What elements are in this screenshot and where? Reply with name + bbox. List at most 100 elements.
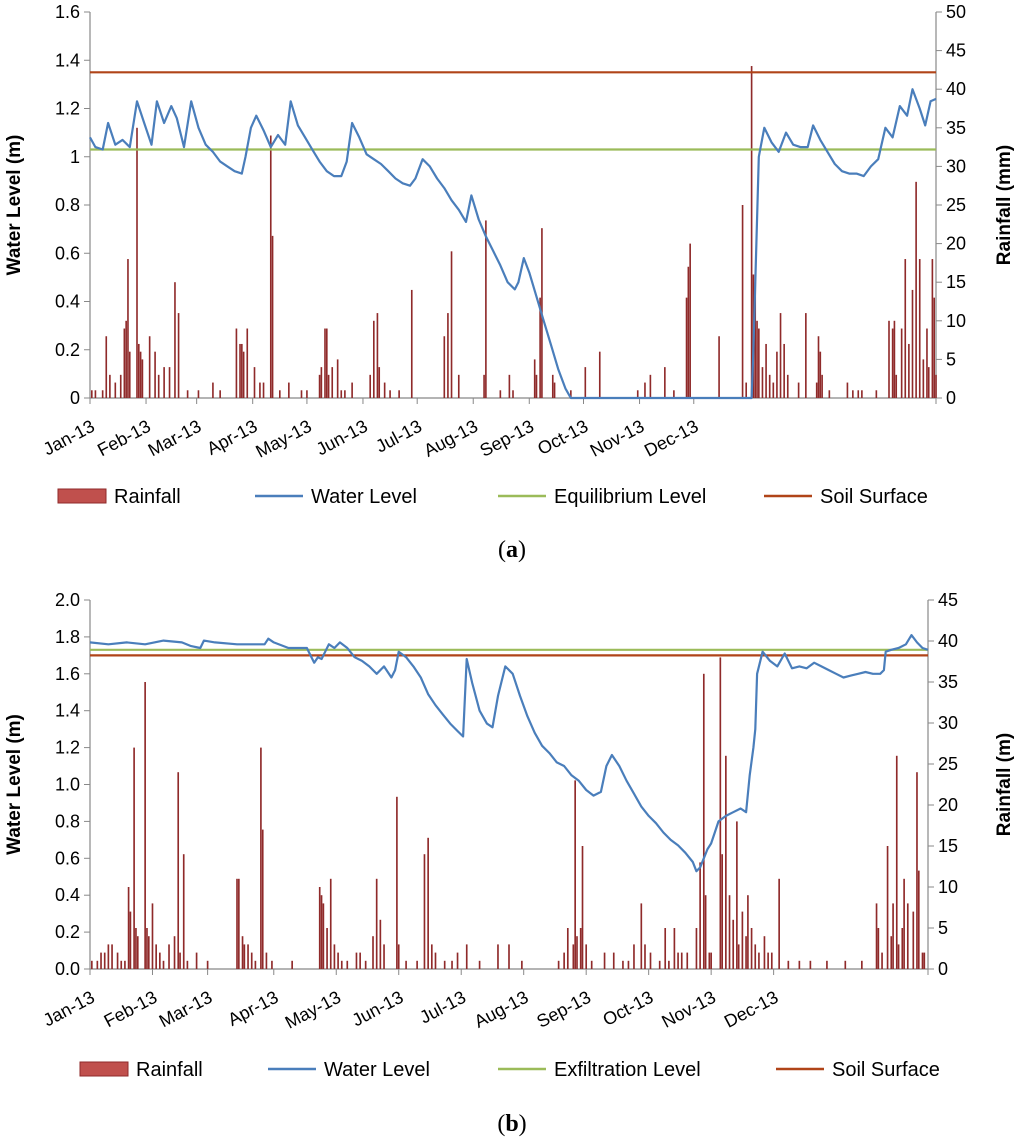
- rainfall-bar: [685, 297, 688, 398]
- rainfall-bar: [828, 390, 831, 398]
- rainfall-bar: [396, 796, 398, 969]
- x-tick-label: Apr-13: [225, 987, 282, 1030]
- x-tick-label: Feb-13: [101, 987, 161, 1031]
- rainfall-bar: [254, 960, 257, 969]
- rainfall-bar: [695, 928, 698, 969]
- right-tick-label: 10: [938, 877, 958, 897]
- rainfall-bar: [786, 374, 789, 398]
- rainfall-bar: [906, 903, 909, 969]
- rainfall-bar: [359, 952, 361, 969]
- rainfall-bar: [372, 936, 374, 969]
- right-tick-label: 35: [938, 672, 958, 692]
- rainfall-bar: [262, 382, 265, 398]
- rainfall-bar: [127, 259, 129, 398]
- rainfall-bar: [603, 952, 606, 969]
- rainfall-bar: [186, 960, 189, 969]
- rainfall-bar: [146, 928, 148, 969]
- rainfall-bar: [337, 952, 339, 969]
- x-tick-label: May-13: [252, 416, 314, 462]
- legend-label: Rainfall: [114, 486, 181, 508]
- rainfall-bar: [612, 952, 615, 969]
- x-tick-label: Sep-13: [533, 987, 594, 1032]
- right-tick-label: 0: [938, 959, 948, 979]
- legend-label: Exfiltration Level: [554, 1059, 701, 1081]
- rainfall-bar: [921, 952, 924, 969]
- rainfall-bar: [324, 328, 326, 398]
- rainfall-bar: [241, 343, 243, 398]
- left-tick-label: 1.0: [55, 775, 80, 795]
- rainfall-bar: [405, 960, 407, 969]
- right-tick-label: 45: [938, 590, 958, 610]
- x-tick-label: Sep-13: [477, 416, 538, 461]
- rainfall-bar: [168, 944, 170, 969]
- rainfall-bar: [219, 390, 221, 398]
- rainfall-bar: [344, 390, 346, 398]
- rainfall-bar: [269, 135, 272, 398]
- rainfall-bar: [427, 837, 429, 969]
- x-tick-label: Aug-13: [420, 416, 481, 461]
- rainfall-bar: [320, 367, 323, 398]
- rainfall-bar: [633, 944, 635, 969]
- right-tick-label: 30: [946, 156, 966, 176]
- rainfall-bar: [819, 351, 822, 398]
- rainfall-bar: [598, 351, 601, 398]
- rainfall-bar: [136, 127, 138, 399]
- rainfall-bar: [271, 960, 273, 969]
- left-tick-label: 1.4: [55, 50, 80, 70]
- x-tick-label: Oct-13: [599, 987, 656, 1030]
- rainfall-bar: [398, 390, 400, 398]
- rainfall-bar: [259, 382, 261, 398]
- rainfall-bar: [900, 328, 903, 398]
- panel-label: (b): [497, 1111, 526, 1137]
- rainfall-bar: [897, 944, 900, 969]
- rainfall-bar: [644, 944, 646, 969]
- rainfall-bar: [923, 952, 926, 969]
- rainfall-bar: [456, 952, 459, 969]
- rainfall-bar: [508, 944, 510, 969]
- rainfall-bar: [761, 367, 764, 398]
- rainfall-bar: [250, 952, 253, 969]
- rainfall-bar: [271, 235, 274, 398]
- rainfall-bar: [817, 336, 820, 398]
- rainfall-bar: [508, 374, 511, 398]
- right-tick-label: 20: [946, 234, 966, 254]
- left-tick-label: 1.2: [55, 738, 80, 758]
- rainfall-bar: [318, 374, 321, 398]
- right-tick-label: 40: [946, 79, 966, 99]
- rainfall-bar: [109, 374, 111, 398]
- rainfall-bar: [875, 390, 878, 398]
- left-tick-label: 0.4: [55, 292, 80, 312]
- rainfall-bar: [922, 359, 925, 398]
- rainfall-bar: [736, 821, 738, 969]
- rainfall-bar: [378, 367, 381, 398]
- rainfall-bar: [177, 313, 180, 398]
- rainfall-bar: [886, 846, 889, 969]
- rainfall-bar: [658, 960, 661, 969]
- rainfall-bar: [710, 952, 712, 969]
- rainfall-bar: [340, 390, 343, 398]
- left-tick-label: 1.4: [55, 701, 80, 721]
- right-tick-label: 45: [946, 41, 966, 61]
- right-tick-label: 35: [946, 118, 966, 138]
- rainfall-bar: [852, 390, 854, 398]
- rainfall-bar: [163, 367, 165, 398]
- left-tick-label: 1.2: [55, 99, 80, 119]
- legend-label: Soil Surface: [820, 486, 928, 508]
- rainfall-bar: [416, 960, 418, 969]
- x-tick-label: Dec-13: [721, 987, 782, 1032]
- rainfall-bar: [173, 936, 176, 969]
- x-tick-label: Jun-13: [349, 987, 407, 1031]
- rainfall-bar: [708, 952, 711, 969]
- panel-label: (a): [498, 537, 526, 563]
- left-tick-label: 0.4: [55, 885, 80, 905]
- left-tick-label: 1.6: [55, 2, 80, 22]
- rainfall-bar: [917, 870, 920, 969]
- rainfall-bar: [288, 382, 290, 398]
- rainfall-bar: [857, 390, 860, 398]
- right-tick-label: 25: [946, 195, 966, 215]
- rainfall-bar: [741, 911, 744, 969]
- rainfall-bar: [157, 374, 160, 398]
- rainfall-bar: [809, 960, 812, 969]
- right-tick-label: 15: [938, 836, 958, 856]
- rainfall-bar: [772, 382, 775, 398]
